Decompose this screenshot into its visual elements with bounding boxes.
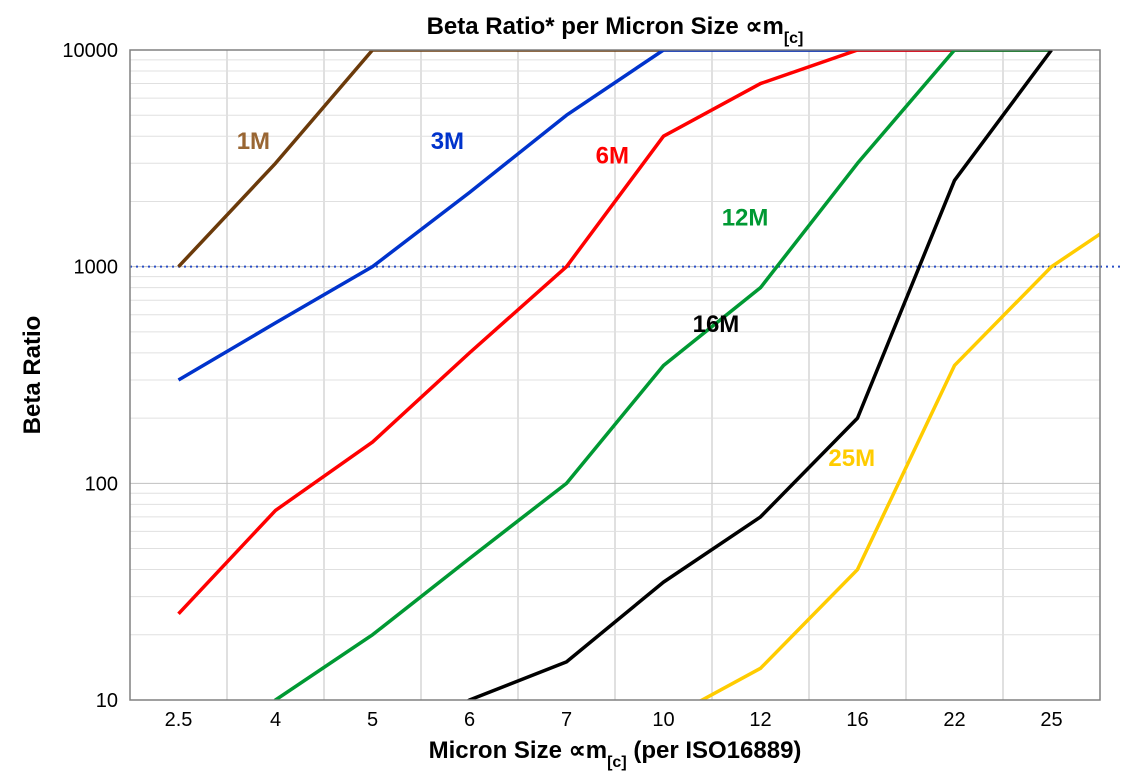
x-tick-label: 12 [749,709,771,731]
series-label-12M: 12M [722,204,769,231]
y-tick-label: 10000 [62,40,118,62]
beta-ratio-chart: 2.5 4 5 6 7 10 12 16 22 25 10 100 1000 10000 Beta Rati… [0,0,1136,784]
y-tick-label: 1000 [74,257,119,279]
x-tick-label: 10 [652,709,674,731]
x-tick-label: 2.5 [165,709,193,731]
y-tick-label: 10 [96,690,118,712]
series-label-6M: 6M [596,142,629,169]
x-tick-label: 4 [270,709,281,731]
y-axis-title: Beta Ratio [19,316,46,435]
series-label-25M: 25M [828,445,875,472]
y-tick-label: 100 [85,473,118,495]
x-tick-label: 16 [846,709,868,731]
x-tick-label: 6 [464,709,475,731]
x-tick-label: 5 [367,709,378,731]
series-label-16M: 16M [693,311,740,338]
x-tick-label: 22 [943,709,965,731]
x-tick-label: 25 [1040,709,1062,731]
series-label-3M: 3M [431,128,464,155]
x-tick-label: 7 [561,709,572,731]
series-label-1M: 1M [237,128,270,155]
chart-background [0,0,1136,784]
chart-container: 2.5 4 5 6 7 10 12 16 22 25 10 100 1000 10000 Beta Rati… [0,0,1136,784]
